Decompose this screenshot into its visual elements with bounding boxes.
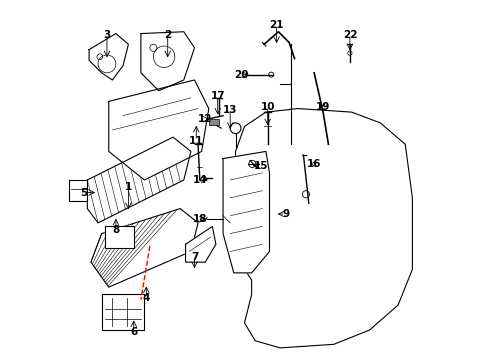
Text: 10: 10 <box>260 102 274 112</box>
Polygon shape <box>91 208 198 287</box>
Text: 2: 2 <box>164 30 171 40</box>
Text: 19: 19 <box>315 102 329 112</box>
Text: 20: 20 <box>233 69 248 80</box>
Text: 1: 1 <box>124 182 132 192</box>
Text: 12: 12 <box>198 114 212 124</box>
Polygon shape <box>69 180 87 202</box>
Text: 3: 3 <box>103 30 110 40</box>
Bar <box>208 119 219 125</box>
Text: 7: 7 <box>190 252 198 262</box>
Polygon shape <box>108 80 208 180</box>
Text: 9: 9 <box>282 209 288 219</box>
Text: 22: 22 <box>342 30 356 40</box>
Text: 17: 17 <box>210 91 224 101</box>
Polygon shape <box>141 32 194 91</box>
Polygon shape <box>105 226 134 248</box>
Polygon shape <box>223 152 269 273</box>
Text: 18: 18 <box>192 214 207 224</box>
Text: 14: 14 <box>192 175 207 185</box>
Text: 11: 11 <box>189 136 203 146</box>
Polygon shape <box>102 294 144 330</box>
Text: 21: 21 <box>269 19 284 30</box>
Text: 16: 16 <box>306 159 321 169</box>
Text: 8: 8 <box>112 225 119 235</box>
Polygon shape <box>89 33 128 80</box>
Text: 6: 6 <box>130 327 137 337</box>
Text: 5: 5 <box>80 188 87 198</box>
Text: 4: 4 <box>142 293 150 303</box>
Text: 15: 15 <box>253 161 267 171</box>
Polygon shape <box>87 137 190 223</box>
Text: 13: 13 <box>223 105 237 115</box>
Polygon shape <box>185 226 216 262</box>
